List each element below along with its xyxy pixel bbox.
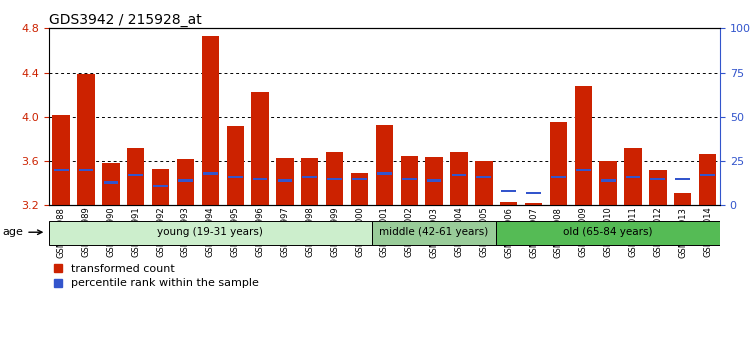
Bar: [674, 193, 692, 205]
Bar: [152, 169, 170, 205]
Bar: [301, 158, 319, 205]
Bar: [77, 74, 94, 205]
Bar: [501, 190, 516, 192]
Bar: [326, 152, 344, 205]
Bar: [49, 221, 372, 245]
Bar: [525, 203, 542, 205]
Text: GDS3942 / 215928_at: GDS3942 / 215928_at: [49, 13, 202, 27]
Bar: [202, 36, 219, 205]
Bar: [650, 170, 667, 205]
Bar: [226, 126, 244, 205]
Bar: [626, 176, 640, 178]
Bar: [526, 192, 541, 194]
Bar: [452, 174, 466, 176]
Text: old (65-84 years): old (65-84 years): [563, 227, 652, 237]
Bar: [153, 185, 168, 187]
Bar: [327, 178, 342, 180]
Bar: [400, 155, 418, 205]
Bar: [624, 148, 642, 205]
Text: middle (42-61 years): middle (42-61 years): [380, 227, 489, 237]
Bar: [178, 179, 193, 182]
Bar: [251, 92, 268, 205]
Bar: [475, 161, 493, 205]
Bar: [599, 161, 616, 205]
Bar: [376, 125, 393, 205]
Bar: [425, 156, 442, 205]
Bar: [102, 163, 119, 205]
Bar: [650, 178, 665, 180]
Bar: [450, 152, 468, 205]
Bar: [402, 178, 417, 180]
Bar: [177, 159, 194, 205]
Bar: [496, 221, 720, 245]
Bar: [576, 169, 591, 171]
Bar: [551, 176, 566, 178]
Bar: [54, 169, 68, 171]
Bar: [500, 202, 517, 205]
Text: age: age: [2, 227, 42, 237]
Bar: [228, 176, 242, 178]
Bar: [302, 176, 317, 178]
Bar: [79, 169, 94, 171]
Bar: [476, 176, 491, 178]
Text: young (19-31 years): young (19-31 years): [158, 227, 263, 237]
Bar: [699, 154, 716, 205]
Bar: [675, 178, 690, 180]
Bar: [128, 174, 143, 176]
Bar: [278, 179, 292, 182]
Bar: [203, 172, 217, 175]
Bar: [276, 158, 294, 205]
Bar: [574, 86, 592, 205]
Legend: transformed count, percentile rank within the sample: transformed count, percentile rank withi…: [54, 264, 259, 289]
Bar: [352, 178, 367, 180]
Bar: [377, 172, 392, 175]
Bar: [53, 115, 70, 205]
Bar: [351, 173, 368, 205]
Bar: [601, 179, 616, 182]
Bar: [550, 122, 567, 205]
Bar: [372, 221, 496, 245]
Bar: [104, 181, 118, 183]
Bar: [127, 148, 145, 205]
Bar: [253, 178, 268, 180]
Bar: [700, 174, 715, 176]
Bar: [427, 179, 442, 182]
